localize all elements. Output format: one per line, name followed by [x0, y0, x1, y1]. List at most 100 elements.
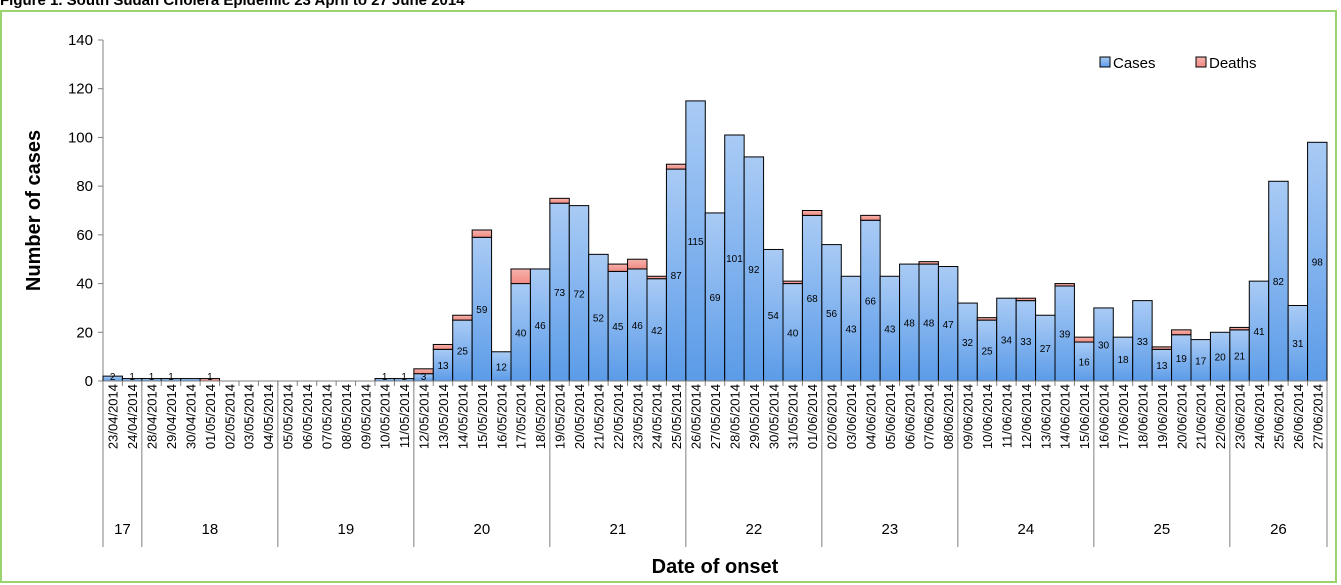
- x-tick-label: 28/04/2014: [145, 384, 160, 449]
- week-label: 25: [1154, 521, 1171, 538]
- y-tick-label: 0: [85, 373, 93, 390]
- bar-value-label: 56: [826, 309, 838, 320]
- week-label: 22: [746, 521, 763, 538]
- x-tick-label: 19/05/2014: [553, 384, 568, 449]
- x-tick-label: 08/05/2014: [339, 384, 354, 449]
- x-tick-label: 15/06/2014: [1077, 384, 1092, 449]
- deaths-bar: [471, 229, 493, 238]
- x-tick-label: 21/05/2014: [591, 384, 606, 449]
- week-axis: 17 18 19 20 21 22 23 24 25 26: [102, 381, 1328, 547]
- x-tick-label: 07/06/2014: [922, 384, 937, 449]
- bar-value-label: 19: [1176, 354, 1188, 365]
- x-tick-label: 11/05/2014: [397, 384, 412, 448]
- y-tick-label: 20: [76, 324, 93, 341]
- x-tick-label: 03/06/2014: [844, 384, 859, 449]
- x-tick-label: 22/05/2014: [611, 384, 626, 449]
- x-tick-label: 30/04/2014: [183, 384, 198, 449]
- x-tick-label: 12/06/2014: [1019, 384, 1034, 449]
- bar-value-label: 46: [535, 321, 547, 332]
- x-tick-label: 23/04/2014: [106, 384, 121, 449]
- x-axis-title: Date of onset: [652, 556, 779, 578]
- bar-value-label: 1: [129, 372, 135, 383]
- y-tick-label: 100: [68, 129, 93, 146]
- x-tick-label: 19/06/2014: [1155, 384, 1170, 449]
- bar-value-label: 68: [807, 294, 819, 305]
- week-label: 19: [338, 521, 355, 538]
- x-tick-label: 16/06/2014: [1097, 384, 1112, 449]
- bar-value-label: 66: [865, 297, 877, 308]
- bar-value-label: 1: [401, 372, 407, 383]
- week-label: 24: [1018, 521, 1035, 538]
- deaths-bar: [976, 317, 998, 321]
- bar-value-label: 54: [768, 311, 780, 322]
- x-tick-label: 10/05/2014: [378, 384, 393, 449]
- bar-value-label: 1: [168, 372, 174, 383]
- bar-value-label: 1: [149, 372, 155, 383]
- x-tick-label: 30/05/2014: [766, 384, 781, 449]
- x-tick-label: 03/05/2014: [242, 384, 257, 449]
- bar-value-label: 48: [923, 319, 935, 330]
- bar-value-label: 41: [1253, 327, 1265, 338]
- week-label: 20: [474, 521, 491, 538]
- deaths-bar: [627, 258, 648, 270]
- x-tick-label: 06/05/2014: [300, 384, 315, 449]
- deaths-bar: [1015, 297, 1037, 302]
- bar-value-label: 32: [962, 338, 974, 349]
- x-tick-label: 23/06/2014: [1233, 384, 1248, 449]
- x-tick-label: 25/05/2014: [669, 384, 684, 449]
- bar-value-label: 30: [1098, 340, 1110, 351]
- x-tick-label: 02/05/2014: [222, 384, 237, 449]
- week-label: 18: [202, 521, 219, 538]
- x-tick-label: 06/06/2014: [902, 384, 917, 449]
- bar-value-label: 16: [1079, 358, 1091, 369]
- bar-value-label: 69: [709, 293, 721, 304]
- deaths-bar: [1073, 336, 1095, 343]
- deaths-bar: [646, 275, 667, 280]
- bar-value-label: 87: [671, 271, 683, 282]
- week-label: 21: [610, 521, 627, 538]
- bar-value-label: 17: [1195, 356, 1207, 367]
- x-tick-label: 24/05/2014: [650, 384, 665, 449]
- bar-value-label: 25: [457, 347, 469, 358]
- bar-value-label: 27: [1040, 344, 1052, 355]
- bar-value-label: 33: [1020, 337, 1032, 348]
- bar-value-label: 73: [554, 288, 566, 299]
- x-tick-label: 17/05/2014: [514, 384, 529, 449]
- x-tick-label: 10/06/2014: [980, 384, 995, 449]
- bar-value-label: 98: [1312, 258, 1324, 269]
- bar-value-label: 46: [632, 321, 644, 332]
- bar-value-label: 40: [515, 328, 527, 339]
- bar-value-label: 115: [688, 237, 704, 248]
- bar-value-label: 47: [943, 320, 955, 331]
- deaths-bar: [1054, 283, 1075, 287]
- deaths-bar: [665, 163, 687, 170]
- bar-value-label: 2: [110, 372, 116, 383]
- deaths-bar: [801, 210, 823, 216]
- y-axis-title: Number of cases: [23, 130, 45, 291]
- deaths-bar: [607, 263, 629, 272]
- x-tick-label: 24/04/2014: [125, 384, 140, 449]
- y-tick-label: 60: [76, 227, 93, 244]
- x-tick-label: 26/05/2014: [689, 384, 704, 449]
- x-tick-label: 20/06/2014: [1174, 384, 1189, 449]
- deaths-bar: [782, 280, 803, 285]
- x-tick-label: 01/05/2014: [203, 384, 218, 449]
- bar-value-label: 13: [1156, 361, 1168, 372]
- x-tick-label: 31/05/2014: [786, 384, 801, 449]
- bar-value-label: 33: [1137, 337, 1149, 348]
- x-tick-label: 28/05/2014: [727, 384, 742, 449]
- bar-value-label: 20: [1215, 353, 1227, 364]
- x-tick-label: 13/06/2014: [1038, 384, 1053, 449]
- week-label: 26: [1270, 521, 1287, 538]
- legend: Cases Deaths: [1099, 55, 1257, 72]
- y-tick-label: 80: [76, 178, 93, 195]
- deaths-bar: [549, 197, 570, 204]
- x-tick-label: 14/05/2014: [455, 384, 470, 449]
- legend-cases-label: Cases: [1113, 55, 1156, 72]
- x-tick-label: 20/05/2014: [572, 384, 587, 449]
- bar-value-label: 40: [787, 328, 799, 339]
- bar-value-label: 42: [651, 326, 663, 337]
- bar-value-label: 1: [207, 372, 213, 383]
- legend-deaths-label: Deaths: [1209, 55, 1257, 72]
